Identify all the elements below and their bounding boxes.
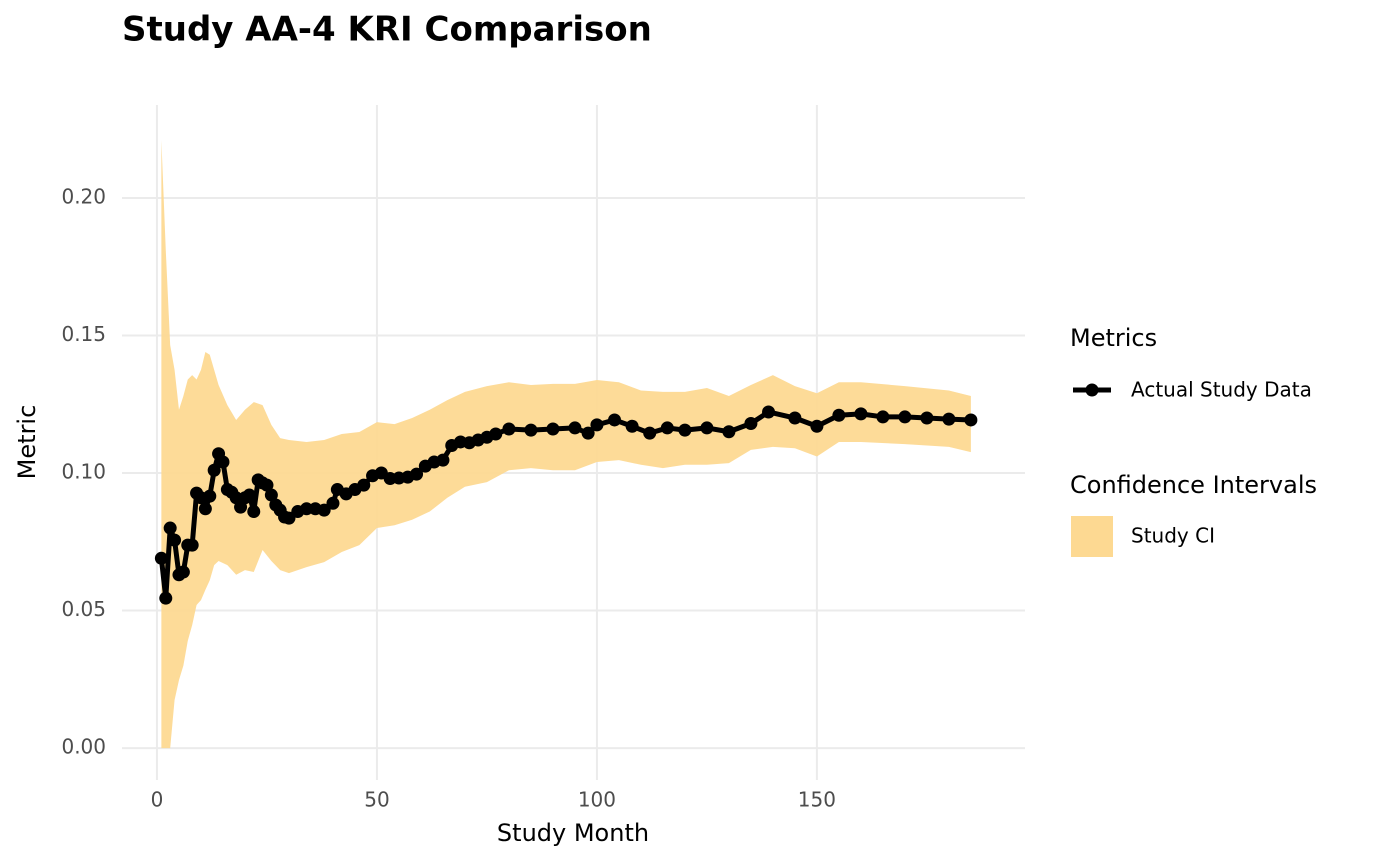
data-point xyxy=(168,533,182,547)
x-tick-label: 100 xyxy=(578,788,616,812)
legend-title: Metrics xyxy=(1070,324,1157,352)
y-tick-label: 0.00 xyxy=(61,735,106,759)
data-point xyxy=(176,565,190,579)
data-point xyxy=(625,419,639,433)
legend-key xyxy=(1085,383,1099,397)
x-tick-label: 50 xyxy=(364,788,389,812)
y-tick-label: 0.15 xyxy=(61,322,106,346)
data-point xyxy=(722,425,736,439)
data-point xyxy=(568,421,582,435)
data-point xyxy=(317,503,331,517)
data-point xyxy=(326,496,340,510)
data-point xyxy=(608,413,622,427)
data-point xyxy=(762,405,776,419)
data-point xyxy=(154,551,168,565)
data-point xyxy=(788,411,802,425)
legend-label: Actual Study Data xyxy=(1131,378,1312,402)
y-axis-title: Metric xyxy=(13,405,41,480)
data-point xyxy=(436,453,450,467)
y-tick-label: 0.05 xyxy=(61,597,106,621)
y-tick-label: 0.10 xyxy=(61,460,106,484)
data-point xyxy=(163,521,177,535)
legend-label: Study CI xyxy=(1131,524,1215,548)
data-point xyxy=(260,478,274,492)
data-point xyxy=(242,488,256,502)
data-point xyxy=(643,426,657,440)
data-point xyxy=(832,408,846,422)
data-point xyxy=(660,421,674,435)
x-tick-label: 0 xyxy=(151,788,164,812)
data-point xyxy=(410,467,424,481)
data-point xyxy=(159,591,173,605)
data-point xyxy=(581,426,595,440)
data-point xyxy=(198,502,212,516)
data-point xyxy=(489,427,503,441)
legend-title: Confidence Intervals xyxy=(1070,471,1317,499)
data-point xyxy=(810,419,824,433)
confidence-band xyxy=(161,140,971,749)
data-point xyxy=(964,413,978,427)
data-point xyxy=(502,422,516,436)
data-point xyxy=(590,418,604,432)
data-point xyxy=(216,455,230,469)
data-point xyxy=(678,423,692,437)
x-axis-title: Study Month xyxy=(497,819,649,847)
data-point xyxy=(700,421,714,435)
data-point xyxy=(203,489,217,503)
data-point xyxy=(185,538,199,552)
data-point xyxy=(546,422,560,436)
data-point xyxy=(264,488,278,502)
y-tick-label: 0.20 xyxy=(61,184,106,208)
data-point xyxy=(876,410,890,424)
data-point xyxy=(247,505,261,519)
data-point xyxy=(207,463,221,477)
data-point xyxy=(942,412,956,426)
data-point xyxy=(920,411,934,425)
data-point xyxy=(898,410,912,424)
chart-title: Study AA-4 KRI Comparison xyxy=(122,10,652,50)
x-tick-label: 150 xyxy=(798,788,836,812)
data-point xyxy=(357,478,371,492)
data-point xyxy=(524,423,538,437)
data-point xyxy=(854,407,868,421)
legend-key xyxy=(1071,516,1113,557)
data-point xyxy=(744,417,758,431)
